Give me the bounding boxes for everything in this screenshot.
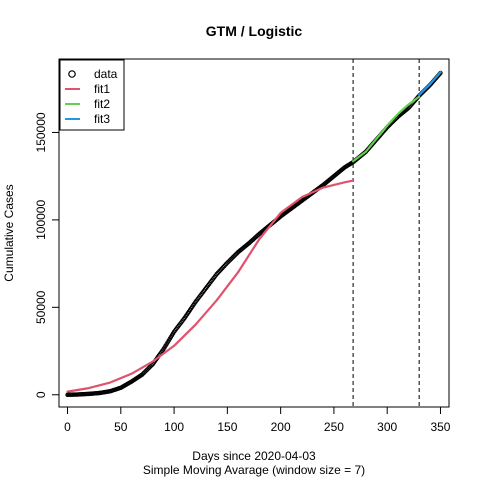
x-tick-label: 150 (217, 420, 237, 434)
x-tick-label: 200 (271, 420, 291, 434)
legend-label: data (94, 67, 118, 81)
y-tick-label: 0 (34, 391, 48, 398)
series-layer (65, 70, 443, 397)
fit3-line (418, 71, 442, 96)
x-axis-label: Days since 2020-04-03 (192, 449, 316, 463)
legend-marker-circle (68, 70, 76, 78)
x-tick-label: 300 (377, 420, 397, 434)
vline-layer (352, 59, 420, 407)
x-tick-label: 350 (430, 420, 450, 434)
x-axis: 0 50 100 150 200 250 300 350 (64, 406, 451, 434)
chart-subtitle: Simple Moving Avarage (window size = 7) (143, 463, 365, 477)
x-tick-label: 0 (64, 420, 71, 434)
x-tick-label: 250 (324, 420, 344, 434)
x-tick-label: 100 (164, 420, 184, 434)
legend-label: fit1 (94, 82, 110, 96)
y-axis: 0 50000 100000 150000 (34, 112, 59, 398)
chart-title: GTM / Logistic (206, 23, 303, 39)
y-tick-label: 50000 (34, 290, 48, 324)
y-axis-label: Cumulative Cases (2, 184, 16, 281)
fit1-line (66, 179, 355, 393)
x-tick-label: 50 (114, 420, 128, 434)
y-tick-label: 150000 (34, 112, 48, 152)
data-point (149, 363, 154, 368)
y-tick-label: 100000 (34, 200, 48, 240)
legend-label: fit2 (94, 97, 110, 111)
fit2-line (351, 95, 421, 163)
legend-label: fit3 (94, 112, 110, 126)
